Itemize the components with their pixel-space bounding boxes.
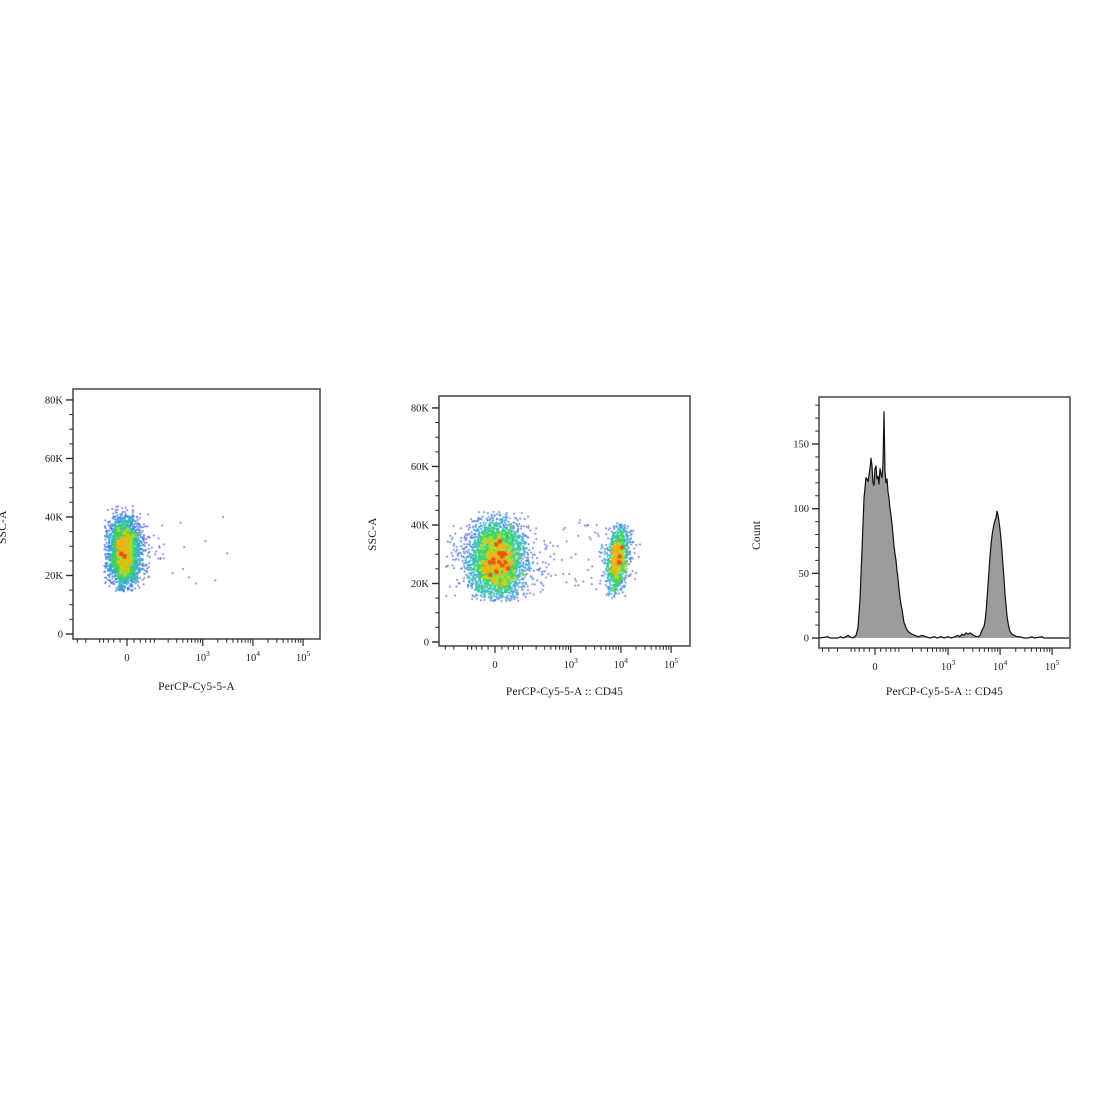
plot2-y-tick-label: 0 bbox=[424, 638, 429, 649]
plot3-histogram-outline bbox=[818, 411, 1069, 639]
plot3-y-tick-label: 150 bbox=[793, 440, 809, 451]
plot1-x-axis-title: PerCP-Cy5-5-A bbox=[158, 681, 235, 693]
plot2-y-tick-label: 20K bbox=[411, 579, 430, 590]
plot2-x-tick-label: 0 bbox=[492, 660, 497, 671]
plot3-histogram-fill bbox=[819, 411, 1069, 638]
plot2-y-axis-title: SSC-A bbox=[367, 517, 379, 551]
plot1-y-tick-label: 0 bbox=[58, 630, 63, 641]
plot3-x-tick-label: 105 bbox=[1045, 658, 1060, 673]
plot1-frame bbox=[72, 388, 321, 640]
plot2-x-tick-label: 104 bbox=[614, 656, 629, 671]
plot2-frame bbox=[438, 395, 691, 647]
plot1-y-tick-label: 20K bbox=[45, 571, 64, 582]
plot1-y-tick-label: 60K bbox=[45, 454, 64, 465]
plot1-x-tick-label: 104 bbox=[246, 649, 261, 664]
plot3-y-axis-title: Count bbox=[751, 520, 763, 550]
plot3-y-tick-label: 100 bbox=[793, 504, 809, 515]
plot2-y-tick-label: 60K bbox=[411, 462, 430, 473]
plot1-x-tick-label: 103 bbox=[196, 649, 211, 664]
plot2-y-tick-label: 80K bbox=[411, 403, 430, 414]
plot3-x-tick-label: 0 bbox=[872, 662, 877, 673]
plot1-x-tick-label: 105 bbox=[296, 649, 311, 664]
plot1-y-axis-title: SSC-A bbox=[0, 510, 9, 544]
plot3-y-tick-label: 50 bbox=[799, 569, 810, 580]
plot2-y-tick-label: 40K bbox=[411, 520, 430, 531]
plot3-y-tick-label: 0 bbox=[804, 634, 809, 645]
plot3-x-tick-label: 103 bbox=[941, 658, 956, 673]
plot3-x-tick-label: 104 bbox=[993, 658, 1008, 673]
plot1-y-tick-label: 80K bbox=[45, 395, 64, 406]
plot3-frame bbox=[818, 396, 1071, 649]
plot1-y-tick-label: 40K bbox=[45, 512, 64, 523]
plot2-x-tick-label: 103 bbox=[564, 656, 579, 671]
plot2-x-tick-label: 105 bbox=[664, 656, 679, 671]
plot3-x-axis-title: PerCP-Cy5-5-A :: CD45 bbox=[885, 686, 1004, 698]
plot2-x-axis-title: PerCP-Cy5-5-A :: CD45 bbox=[505, 686, 624, 698]
plot1-x-tick-label: 0 bbox=[124, 653, 129, 664]
